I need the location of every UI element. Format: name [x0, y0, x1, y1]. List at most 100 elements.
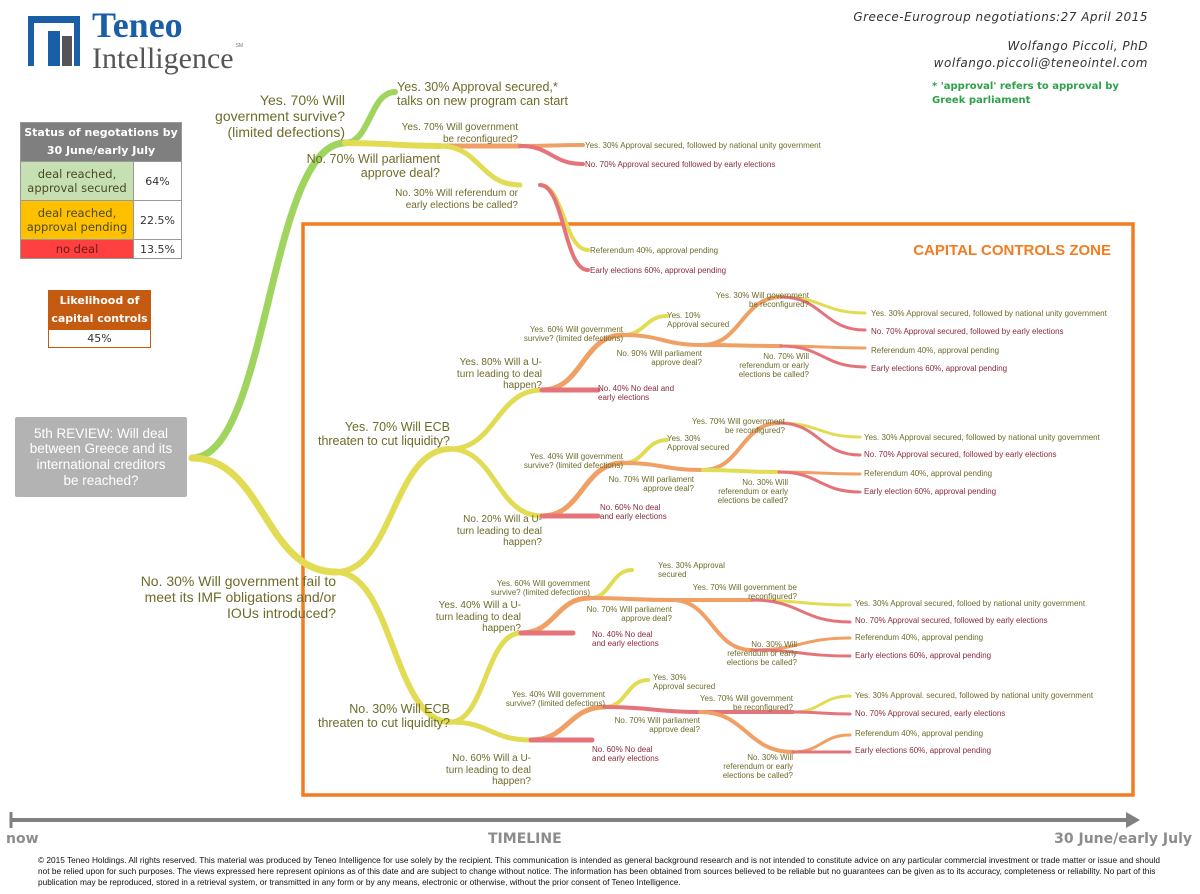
- capital-controls-zone-border: [301, 222, 1135, 797]
- tree-branch-yellow: [333, 569, 453, 725]
- capital-controls-table: Likelihood of capital controls 45%: [48, 290, 151, 348]
- node-label: Yes. 40% Will government survive? (limit…: [523, 452, 623, 471]
- tree-branch-red: [779, 344, 867, 369]
- outcome-label: Referendum 40%, approval pending: [864, 469, 993, 478]
- logo-teneo: Teneo: [92, 5, 183, 45]
- outcome-label: No. 40% No deal and early elections: [598, 384, 675, 403]
- status-value: 64%: [133, 161, 182, 201]
- outcome-label: No. 70% Approval secured, followed by ea…: [864, 450, 1057, 459]
- outcome-label: Early elections 60%, approval pending: [855, 651, 992, 660]
- node-label: Yes. 70% Will government be reconfigured…: [692, 583, 797, 602]
- tree-branch-yellow: [603, 678, 650, 709]
- node-label: Yes. 70% Will ECB threaten to cut liquid…: [317, 420, 450, 449]
- node-label: Yes. 40% Will a U- turn leading to deal …: [435, 600, 521, 634]
- tree-branch-green: [188, 139, 349, 462]
- node-label: Yes. 70% Will government survive? (limit…: [215, 92, 345, 141]
- outcome-label: Yes. 30% Approval secured, followed by n…: [871, 309, 1107, 318]
- outcome-label: No. 60% No deal and early elections: [592, 745, 659, 764]
- node-label: No. 30% Will government fail to meet its…: [140, 573, 336, 622]
- tree-branch-yellow: [447, 387, 545, 452]
- tree-branch-red: [750, 598, 852, 624]
- tree-branch-orange: [621, 333, 704, 347]
- status-table-title: Status of negotations by 30 June/early J…: [20, 122, 182, 162]
- outcome-label: Yes. 30% Approval secured: [653, 673, 716, 692]
- node-label: No. 20% Will a U- turn leading to deal h…: [456, 514, 542, 548]
- teneo-logo-icon: [28, 16, 80, 66]
- outcome-label: Early elections 60%, approval pending: [871, 364, 1008, 373]
- tree-branch-yellow: [621, 438, 669, 465]
- node-label: No. 30% Will referendum or early electio…: [726, 640, 797, 668]
- outcome-label: Referendum 40%, approval pending: [855, 633, 984, 642]
- node-label: No. 30% Will referendum or early electio…: [395, 188, 518, 211]
- tree-branch-red: [518, 144, 585, 166]
- status-table: Status of negotations by 30 June/early J…: [20, 122, 182, 259]
- outcome-label: No. 70% Approval secured, followed by ea…: [855, 616, 1048, 625]
- outcome-label: No. 70% Approval secured, followed by ea…: [871, 327, 1064, 336]
- node-label: No. 30% Will referendum or early electio…: [722, 753, 793, 781]
- logo-sm-mark: SM: [235, 43, 244, 49]
- node-label: No. 70% Will parliament approve deal?: [614, 716, 700, 735]
- outcome-label: Referendum 40%, approval pending: [871, 346, 1000, 355]
- outcome-label: Yes. 10% Approval secured: [667, 311, 730, 330]
- tree-branch-orange: [528, 704, 608, 743]
- node-label: Yes. 60% Will government survive? (limit…: [523, 325, 623, 344]
- timeline-start-label: now: [6, 831, 39, 847]
- document-title: Greece-Eurogroup negotiations:27 April 2…: [853, 10, 1148, 24]
- node-label: Yes. 80% Will a U- turn leading to deal …: [456, 357, 542, 391]
- tree-branch-yellow: [621, 314, 669, 337]
- status-row-pending: deal reached, approval pending 22.5%: [20, 200, 182, 240]
- tree-branch-yellow: [588, 568, 634, 600]
- node-label: No. 70% Will parliament approve deal?: [586, 605, 672, 624]
- tree-branch-orange: [791, 733, 852, 754]
- tree-branch-yellow: [538, 183, 590, 252]
- author-email[interactable]: wolfango.piccoli@teneointel.com: [933, 56, 1148, 70]
- copyright-footer: © 2015 Teneo Holdings. All rights reserv…: [38, 855, 1161, 887]
- node-label: No. 30% Will ECB threaten to cut liquidi…: [317, 702, 450, 731]
- outcome-label: No. 70% Approval secured, early election…: [855, 709, 1006, 718]
- timeline-arrowhead: [1126, 812, 1140, 828]
- status-value: 13.5%: [133, 239, 182, 259]
- status-value: 22.5%: [133, 200, 182, 240]
- outcome-label: Yes. 30% Approval secured, folloed by na…: [855, 599, 1086, 608]
- node-label: No. 90% Will parliament approve deal?: [616, 349, 702, 368]
- status-label: deal reached, approval pending: [20, 200, 134, 240]
- tree-branch-yellow: [791, 694, 852, 714]
- status-row-no-deal: no deal 13.5%: [20, 239, 182, 259]
- tree-branch-yellow: [447, 446, 545, 519]
- node-label: Yes. 70% Will government be reconfigured…: [401, 122, 518, 145]
- tree-branch-red: [791, 710, 852, 716]
- node-label: No. 60% Will a U- turn leading to deal h…: [445, 753, 531, 787]
- node-label: No. 70% Will parliament approve deal?: [608, 475, 694, 494]
- tree-branch-yellow: [333, 446, 453, 575]
- tree-branch-yellow: [437, 143, 523, 188]
- timeline-end-label: 30 June/early July: [1054, 831, 1192, 847]
- root-question-box: 5th REVIEW: Will deal between Greece and…: [15, 417, 187, 497]
- timeline-label: TIMELINE: [488, 831, 562, 847]
- tree-branch-green: [342, 89, 398, 146]
- node-label: Yes. 40% Will government survive? (limit…: [505, 690, 605, 709]
- outcome-label: No. 60% No deal and early elections: [600, 503, 667, 522]
- status-label: no deal: [20, 239, 134, 259]
- status-row-secured: deal reached, approval secured 64%: [20, 161, 182, 201]
- tree-branch-yellow: [342, 140, 443, 149]
- outcome-label: No. 70% Approval secured followed by ear…: [585, 160, 776, 169]
- node-label: Yes. 70% Will government be reconfigured…: [699, 694, 793, 713]
- outcome-label: Early elections 60%, approval pending: [590, 266, 727, 275]
- tree-branch-orange: [518, 595, 593, 636]
- outcome-label: Yes. 30% Approval secured, followed by n…: [585, 141, 821, 150]
- tree-branch-yellow: [447, 630, 524, 725]
- tree-branch-orange: [588, 596, 674, 602]
- status-label: deal reached, approval secured: [20, 161, 134, 201]
- capital-controls-value: 45%: [48, 329, 151, 348]
- tree-branch-orange: [700, 343, 783, 348]
- node-label: Yes. 30% Will government be reconfigured…: [715, 291, 809, 310]
- tree-branch-yellow: [188, 454, 340, 576]
- outcome-label: No. 40% No deal and early elections: [592, 630, 659, 649]
- tree-branch-orange: [621, 461, 705, 472]
- node-label: Yes. 70% Will government be reconfigured…: [691, 417, 785, 436]
- approval-footnote: * 'approval' refers to approval by Greek…: [932, 81, 1119, 106]
- node-label: No. 30% Will referendum or early electio…: [717, 478, 788, 506]
- outcome-label: Early election 60%, approval pending: [864, 487, 997, 496]
- author-name: Wolfango Piccoli, PhD: [1007, 39, 1148, 53]
